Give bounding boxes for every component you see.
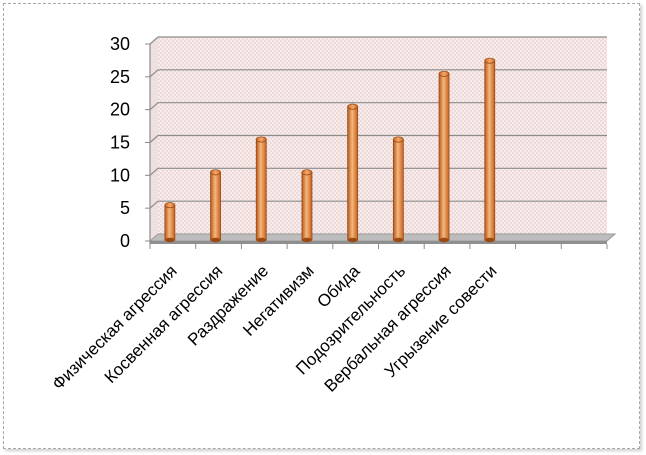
- bar-top: [484, 57, 496, 64]
- x-category-label: Раздражение: [184, 261, 272, 349]
- bar: [210, 171, 221, 241]
- bar-top: [255, 136, 267, 143]
- y-tick-label: 20: [110, 100, 130, 120]
- gridline: [149, 167, 607, 176]
- gridline: [149, 200, 607, 209]
- gridline: [149, 36, 607, 45]
- y-tick-label: 10: [110, 165, 130, 185]
- bar: [392, 139, 404, 241]
- bar-base: [439, 237, 450, 243]
- bar: [438, 73, 450, 241]
- bar-base: [484, 237, 495, 243]
- gridline: [149, 134, 607, 143]
- y-axis: 0 5 10 15 20 25 30: [110, 34, 151, 251]
- chart-frame: 0 5 10 15 20 25 30 Физическая агрессия Косвенна…: [3, 3, 640, 449]
- gridlines: [149, 36, 607, 209]
- bar-base: [256, 237, 267, 243]
- gridline: [149, 69, 607, 78]
- bar-base: [347, 237, 358, 243]
- bar: [255, 139, 267, 241]
- y-tick-label: 5: [120, 198, 130, 218]
- bars: [164, 57, 496, 243]
- bar-top: [347, 103, 359, 110]
- bar-top: [164, 202, 176, 209]
- bar-base: [164, 237, 175, 243]
- bar-base: [301, 237, 312, 243]
- bar-top: [438, 70, 450, 77]
- bar-base: [393, 237, 404, 243]
- bar-top: [301, 169, 313, 176]
- bar: [301, 171, 313, 241]
- bar: [347, 106, 359, 241]
- gridline: [149, 102, 607, 111]
- bar: [164, 204, 176, 241]
- bar-top: [392, 136, 404, 143]
- bar-chart: 0 5 10 15 20 25 30 Физическая агрессияКосвенна…: [48, 34, 617, 396]
- bar-top: [210, 169, 221, 176]
- bar: [484, 60, 496, 241]
- y-tick-label: 0: [120, 231, 130, 251]
- bar-base: [210, 237, 221, 243]
- y-tick-label: 25: [110, 67, 130, 87]
- y-tick-label: 30: [110, 34, 130, 54]
- y-tick-label: 15: [110, 133, 130, 153]
